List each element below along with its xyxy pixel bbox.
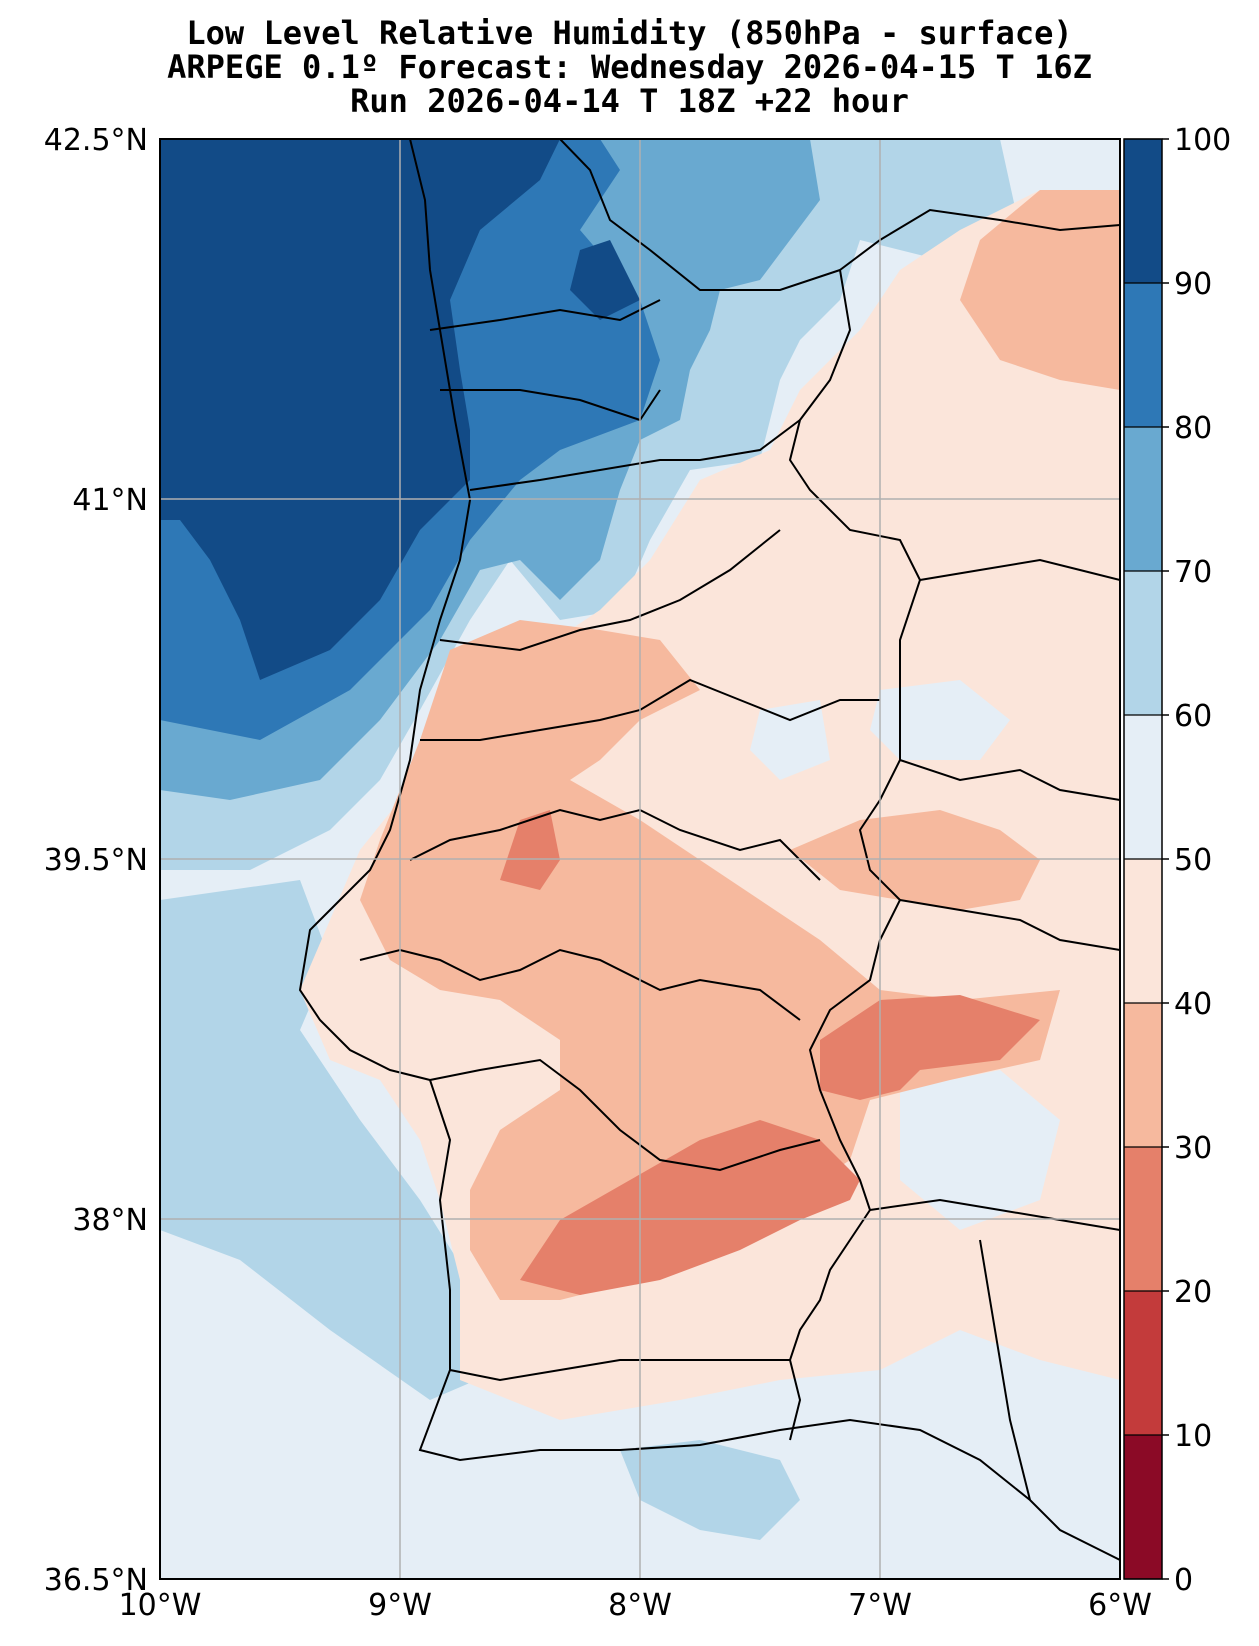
x-tick-label: 9°W bbox=[368, 1588, 432, 1623]
field-50-60-blob-2 bbox=[750, 700, 830, 780]
district-line-6 bbox=[409, 808, 821, 881]
colorbar-segment bbox=[1124, 715, 1162, 860]
y-tick-label: 39.5°N bbox=[44, 843, 148, 878]
x-tick-label: 8°W bbox=[608, 1588, 672, 1623]
field-90-100 bbox=[160, 139, 560, 680]
y-tick-label: 42.5°N bbox=[44, 123, 148, 158]
colorbar-segment bbox=[1124, 859, 1162, 1004]
district-line-8 bbox=[429, 1058, 821, 1172]
spain-line-1 bbox=[919, 558, 1120, 581]
colorbar-segment bbox=[1124, 427, 1162, 572]
district-line-1 bbox=[429, 299, 661, 331]
spain-line-3 bbox=[899, 899, 1120, 951]
x-tick-labels: 10°W 9°W 8°W 7°W 6°W bbox=[119, 1588, 1152, 1623]
field-30-40-central bbox=[360, 620, 1060, 1300]
field-90-100-b bbox=[570, 240, 640, 320]
field-20-30-b bbox=[820, 995, 1040, 1100]
colorbar-segment bbox=[1124, 139, 1162, 284]
district-line-2 bbox=[440, 389, 661, 422]
field-50-60-blob-3 bbox=[900, 1070, 1060, 1230]
district-line-5 bbox=[420, 678, 880, 741]
colorbar-segment bbox=[1124, 571, 1162, 716]
colorbar-segment bbox=[1124, 1291, 1162, 1436]
colorbar-tick-label: 50 bbox=[1174, 843, 1212, 878]
colorbar-tick-label: 100 bbox=[1174, 123, 1231, 158]
title-line-1: Low Level Relative Humidity (850hPa - su… bbox=[186, 14, 1073, 52]
spain-line-5 bbox=[979, 1239, 1031, 1501]
colorbar-tick-label: 30 bbox=[1174, 1131, 1212, 1166]
spain-line-4 bbox=[869, 1198, 1120, 1231]
colorbar-tick-label: 20 bbox=[1174, 1275, 1212, 1310]
colorbar-tick-label: 0 bbox=[1174, 1563, 1193, 1598]
field-60-70-south bbox=[620, 1440, 800, 1540]
colorbar-tick-label: 10 bbox=[1174, 1419, 1212, 1454]
field-20-30-a bbox=[500, 810, 560, 890]
colorbar-segment bbox=[1124, 1003, 1162, 1148]
title-line-3: Run 2026-04-14 T 18Z +22 hour bbox=[350, 82, 909, 120]
x-tick-label: 6°W bbox=[1088, 1588, 1152, 1623]
district-line-9 bbox=[449, 1359, 790, 1382]
y-tick-label: 41°N bbox=[72, 483, 148, 518]
colorbar-segment bbox=[1124, 1147, 1162, 1292]
colorbar-tick-label: 90 bbox=[1174, 267, 1212, 302]
y-tick-label: 38°N bbox=[72, 1203, 148, 1238]
colorbar-segment bbox=[1124, 1435, 1162, 1580]
coastlines-borders bbox=[298, 139, 1120, 1561]
y-tick-label: 36.5°N bbox=[44, 1563, 148, 1598]
colorbar-tick-label: 80 bbox=[1174, 411, 1212, 446]
district-line-4 bbox=[439, 529, 781, 652]
spain-line-2 bbox=[899, 759, 1120, 801]
district-line-7 bbox=[359, 948, 801, 1021]
colorbar-tick-label: 60 bbox=[1174, 699, 1212, 734]
title-line-2: ARPEGE 0.1º Forecast: Wednesday 2026-04-… bbox=[167, 48, 1092, 86]
border-north-galicia bbox=[839, 208, 1120, 271]
field-20-30-c bbox=[520, 1120, 860, 1295]
x-tick-label: 10°W bbox=[119, 1588, 202, 1623]
district-line-3 bbox=[469, 419, 801, 491]
x-tick-label: 7°W bbox=[848, 1588, 912, 1623]
field-50-60-blob-1 bbox=[870, 680, 1010, 760]
colorbar-segment bbox=[1124, 283, 1162, 428]
field-30-40-north bbox=[960, 190, 1120, 390]
field-30-40-east bbox=[790, 810, 1040, 910]
field-ocean-60-70 bbox=[160, 880, 500, 1400]
map-frame bbox=[159, 138, 1121, 1580]
coastline bbox=[298, 139, 1120, 1561]
y-tick-labels: 42.5°N 41°N 39.5°N 38°N 36.5°N bbox=[44, 123, 148, 1598]
colorbar-tick-label: 70 bbox=[1174, 555, 1212, 590]
colorbar-tick-label: 40 bbox=[1174, 987, 1212, 1022]
colorbar: 0 10 20 30 40 50 60 70 80 90 100 bbox=[1123, 123, 1231, 1598]
